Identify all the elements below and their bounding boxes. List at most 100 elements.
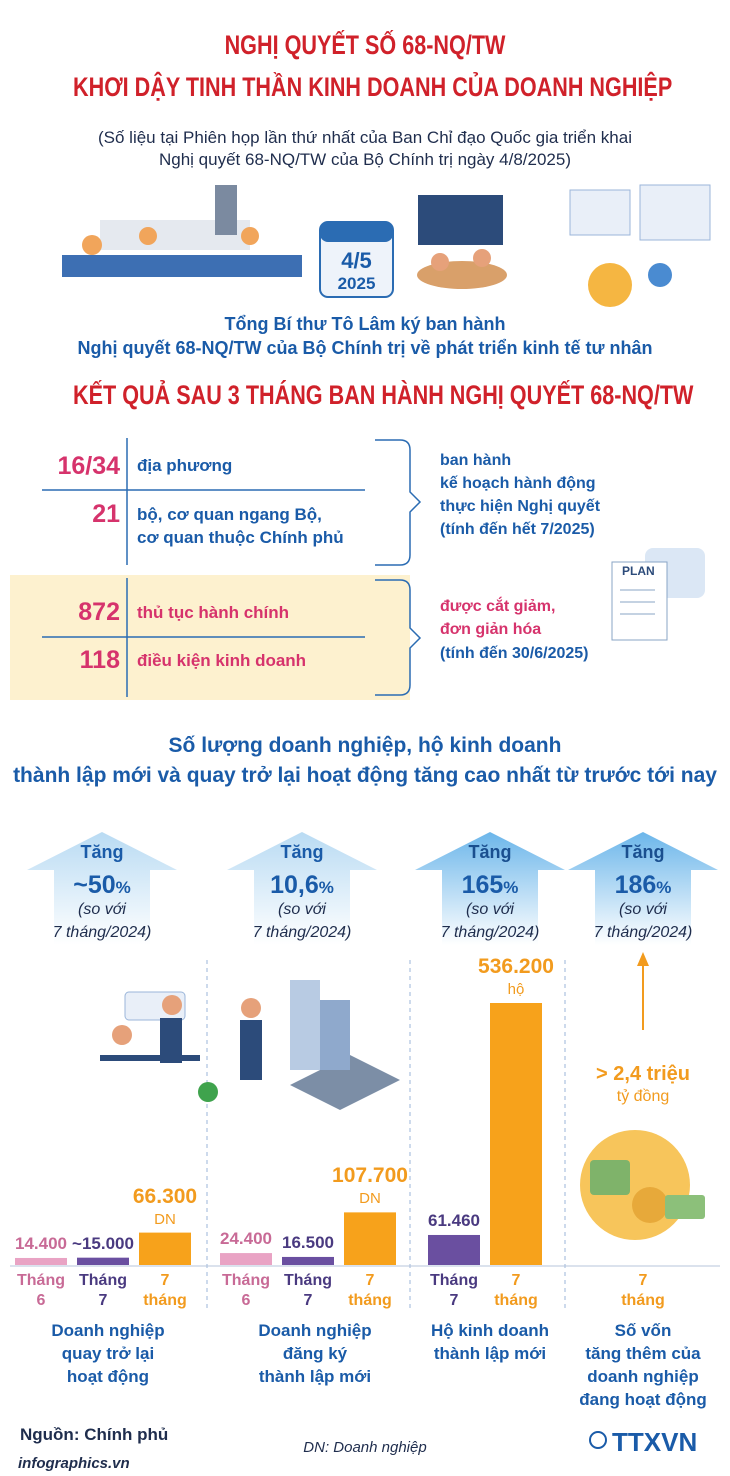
caption: Hộ kinh doanh [430, 1321, 550, 1340]
result-number: 118 [79, 646, 120, 674]
bracket [375, 439, 422, 566]
arrow-note: 7 tháng/2024) [52, 924, 152, 941]
month-label: Tháng [430, 1272, 478, 1289]
bar [139, 1232, 191, 1265]
arrow-note: (so với [466, 901, 514, 918]
source: Nguồn: Chính phủ [20, 1425, 169, 1444]
value-label: 66.300 [132, 1184, 198, 1208]
arrow-note: 7 tháng/2024) [252, 924, 352, 941]
bar [15, 1257, 67, 1265]
arrow-label: Tăng [621, 842, 665, 862]
value-label: 107.700 [332, 1164, 408, 1188]
caption: đăng ký [282, 1344, 348, 1363]
subtitle: Nghị quyết 68-NQ/TW của Bộ Chính trị ngà… [159, 150, 571, 169]
arrow-value-unit: % [656, 878, 672, 897]
month-label: Tháng [17, 1272, 65, 1289]
bar [490, 1003, 542, 1265]
caption: quay trở lại [61, 1344, 155, 1363]
result-label: địa phương [137, 456, 233, 475]
capital-value: > 2,4 triệu [596, 1063, 690, 1085]
result-label: cơ quan thuộc Chính phủ [137, 528, 344, 547]
value-label: 536.200 [478, 955, 554, 978]
analytics-illustration [569, 184, 711, 307]
value-unit: DN [359, 1190, 381, 1208]
arrow-value: 10,6% [217, 871, 387, 900]
month-label: tháng [348, 1292, 392, 1309]
month-label: Tháng [222, 1272, 270, 1289]
arrow-note: 7 tháng/2024) [593, 924, 693, 941]
intro: Nghị quyết 68-NQ/TW của Bộ Chính trị về … [77, 338, 653, 358]
caption: thành lập mới [258, 1367, 372, 1386]
arrow [415, 832, 565, 945]
arrow-value-number: 10,6 [270, 871, 319, 899]
meeting-illustration [417, 195, 507, 289]
office-illustration [100, 991, 262, 1102]
caption: Doanh nghiệp [258, 1321, 372, 1340]
value-label: 24.400 [220, 1229, 272, 1249]
arrow-note: (so với [619, 901, 667, 918]
money-illustration [580, 1130, 705, 1240]
caption: hoạt động [66, 1367, 150, 1386]
value-unit: hộ [507, 981, 525, 998]
month-label: 7 [449, 1292, 459, 1309]
copyright-icon [589, 1431, 607, 1449]
arrow-label: Tăng [280, 842, 324, 862]
bar [220, 1253, 272, 1265]
arrow-note: (so với [278, 901, 326, 918]
result-label: điều kiện kinh doanh [137, 651, 307, 670]
calendar-icon [319, 221, 394, 298]
logo: TTXVN [612, 1427, 698, 1457]
city-illustration [290, 980, 400, 1110]
caption: đang hoạt động [579, 1390, 707, 1409]
month-label: tháng [143, 1292, 187, 1309]
bracket [375, 579, 422, 696]
result-note: kế hoạch hành động [440, 475, 596, 492]
arrow-value: 165% [405, 871, 575, 900]
result-label: bộ, cơ quan ngang Bộ, [137, 505, 322, 524]
result-note: (tính đến 30/6/2025) [440, 645, 589, 662]
arrow-label: Tăng [468, 842, 512, 862]
arrow-value-unit: % [318, 878, 334, 897]
calendar-year: 2025 [337, 274, 376, 293]
section-title: Số lượng doanh nghiệp, hộ kinh doanh [168, 734, 562, 757]
site: infographics.vn [18, 1455, 130, 1472]
capital-unit: tỷ đồng [616, 1088, 670, 1105]
bar [77, 1257, 129, 1265]
arrow-label: Tăng [80, 842, 124, 862]
result-number: 21 [92, 500, 120, 528]
month-label: 6 [241, 1292, 251, 1309]
caption: doanh nghiệp [587, 1367, 699, 1386]
result-number: 872 [78, 598, 120, 626]
arrow [227, 832, 377, 945]
month-label: tháng [621, 1292, 665, 1309]
arrow-value-number: ~50 [73, 871, 116, 899]
caption: thành lập mới [433, 1344, 547, 1363]
title: KHƠI DẬY TINH THẦN KINH DOANH CỦA DOANH … [73, 72, 673, 102]
month-label: 7 [303, 1292, 313, 1309]
arrow-value-unit: % [115, 878, 131, 897]
month-label: 7 [160, 1272, 170, 1289]
section-title: thành lập mới và quay trở lại hoạt động … [13, 764, 717, 787]
caption: Số vốn [614, 1321, 672, 1340]
bar [282, 1256, 334, 1265]
result-note: thực hiện Nghị quyết [440, 498, 601, 515]
arrow [568, 832, 718, 945]
footer-strip [0, 1455, 730, 1476]
bar [344, 1212, 396, 1265]
plan-label: PLAN [622, 564, 655, 578]
arrow-value-unit: % [503, 878, 519, 897]
caption: tăng thêm của [585, 1344, 701, 1363]
arrow [27, 832, 177, 945]
arrow-value: ~50% [17, 871, 187, 900]
arrow-value-number: 165 [461, 871, 504, 899]
month-label: 7 [511, 1272, 521, 1289]
month-label: 7 [98, 1292, 108, 1309]
intro: Tổng Bí thư Tô Lâm ký ban hành [224, 314, 506, 334]
arrow-value: 186% [558, 871, 728, 900]
value-label: 14.400 [15, 1233, 67, 1253]
section-title: KẾT QUẢ SAU 3 THÁNG BAN HÀNH NGHỊ QUYẾT … [73, 380, 694, 410]
plan-icon [611, 548, 705, 641]
month-label: 6 [36, 1292, 46, 1309]
subtitle: (Số liệu tại Phiên họp lần thứ nhất của … [98, 128, 632, 147]
